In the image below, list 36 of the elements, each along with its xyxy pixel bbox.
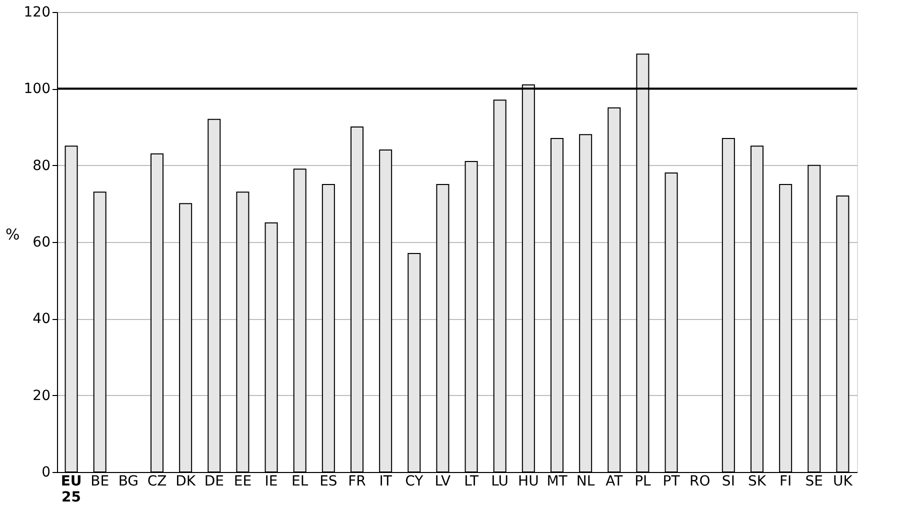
x-tick-label: MT — [546, 474, 568, 490]
x-tick-label: IT — [379, 474, 392, 490]
x-tick-label: ES — [320, 474, 338, 490]
x-tick-label: BG — [118, 474, 139, 490]
x-tick-label: RO — [689, 474, 710, 490]
x-tick-label: IE — [264, 474, 278, 490]
x-tick-label: UK — [832, 474, 854, 490]
x-tick-label: DK — [176, 474, 196, 490]
x-tick-label: HU — [518, 474, 539, 490]
x-tick-label: EU 25 — [60, 474, 82, 506]
y-tick-label: 100 — [24, 81, 50, 98]
x-tick-label: CY — [405, 474, 424, 490]
y-tick-label: 60 — [32, 234, 50, 250]
x-tick-label: EL — [292, 474, 308, 490]
y-axis-title: % — [6, 226, 20, 244]
x-tick-label: SE — [805, 474, 824, 490]
x-tick-label: LT — [464, 474, 479, 490]
x-tick-label: AT — [606, 474, 624, 490]
x-tick-label: SI — [722, 474, 735, 490]
x-tick-label: BE — [90, 474, 110, 490]
x-tick-label: CZ — [147, 474, 167, 490]
x-tick-label: DE — [204, 474, 224, 490]
x-tick-label: PL — [634, 474, 652, 490]
x-tick-label: SK — [748, 474, 767, 490]
y-tick-label: 40 — [32, 311, 50, 328]
y-tick-label: 20 — [32, 388, 50, 404]
y-tick-label: 0 — [42, 464, 50, 480]
x-tick-label: EE — [234, 474, 252, 490]
x-tick-label: NL — [576, 474, 595, 490]
x-tick-label: LV — [434, 474, 452, 490]
y-tick-label: 120 — [24, 4, 50, 20]
y-tick-label: 80 — [32, 158, 50, 174]
x-tick-label: LU — [491, 474, 509, 490]
x-tick-label: FI — [779, 474, 792, 490]
x-tick-label: FR — [348, 474, 366, 490]
x-tick-label: PT — [662, 474, 680, 490]
